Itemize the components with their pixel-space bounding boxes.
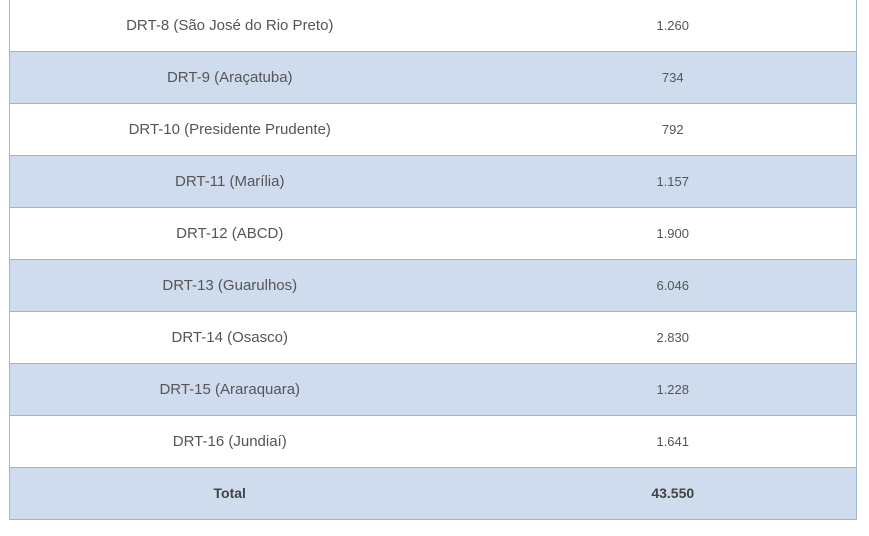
region-cell: DRT-11 (Marília) <box>9 154 490 208</box>
value-cell: 1.900 <box>489 206 857 260</box>
value-cell: 1.157 <box>489 154 857 208</box>
region-name: DRT-9 (Araçatuba) <box>166 68 293 86</box>
region-name: DRT-11 (Marília) <box>175 172 285 190</box>
region-name: DRT-14 (Osasco) <box>171 328 288 346</box>
region-cell: DRT-12 (ABCD) <box>9 206 490 260</box>
region-name: DRT-10 (Presidente Prudente) <box>128 120 331 138</box>
table-row: DRT-9 (Araçatuba) 734 <box>9 50 857 104</box>
table-row: DRT-12 (ABCD) 1.900 <box>9 206 857 260</box>
region-value: 1.641 <box>656 433 690 449</box>
total-label-cell: Total <box>9 466 490 520</box>
value-cell: 6.046 <box>489 258 857 312</box>
value-cell: 734 <box>489 50 857 104</box>
region-cell: DRT-10 (Presidente Prudente) <box>9 102 490 156</box>
region-cell: DRT-13 (Guarulhos) <box>9 258 490 312</box>
region-cell: DRT-14 (Osasco) <box>9 310 490 364</box>
region-value: 6.046 <box>656 277 690 293</box>
table-row: DRT-10 (Presidente Prudente) 792 <box>9 102 857 156</box>
region-name: DRT-15 (Araraquara) <box>159 380 301 398</box>
value-cell: 1.228 <box>489 362 857 416</box>
region-value: 1.157 <box>656 173 690 189</box>
region-value: 1.900 <box>656 225 690 241</box>
table-row: DRT-15 (Araraquara) 1.228 <box>9 362 857 416</box>
table-row: DRT-14 (Osasco) 2.830 <box>9 310 857 364</box>
table-row: DRT-13 (Guarulhos) 6.046 <box>9 258 857 312</box>
region-value: 1.228 <box>656 381 690 397</box>
value-cell: 1.641 <box>489 414 857 468</box>
region-cell: DRT-8 (São José do Rio Preto) <box>9 0 490 52</box>
region-value: 734 <box>661 69 684 85</box>
region-value: 2.830 <box>656 329 690 345</box>
drt-table: DRT-8 (São José do Rio Preto) 1.260 DRT-… <box>9 0 857 520</box>
region-name: DRT-8 (São José do Rio Preto) <box>126 16 334 34</box>
table-row: DRT-16 (Jundiaí) 1.641 <box>9 414 857 468</box>
total-value-cell: 43.550 <box>489 466 857 520</box>
region-cell: DRT-9 (Araçatuba) <box>9 50 490 104</box>
region-cell: DRT-16 (Jundiaí) <box>9 414 490 468</box>
region-name: DRT-13 (Guarulhos) <box>162 276 298 294</box>
value-cell: 2.830 <box>489 310 857 364</box>
value-cell: 792 <box>489 102 857 156</box>
table-row: DRT-8 (São José do Rio Preto) 1.260 <box>9 0 857 52</box>
value-cell: 1.260 <box>489 0 857 52</box>
total-value: 43.550 <box>651 485 695 501</box>
total-row: Total 43.550 <box>9 466 857 520</box>
region-name: DRT-16 (Jundiaí) <box>172 432 287 450</box>
table-row: DRT-11 (Marília) 1.157 <box>9 154 857 208</box>
region-value: 1.260 <box>656 17 690 33</box>
region-cell: DRT-15 (Araraquara) <box>9 362 490 416</box>
total-label: Total <box>213 485 246 501</box>
drt-table-container: DRT-8 (São José do Rio Preto) 1.260 DRT-… <box>9 0 857 520</box>
region-name: DRT-12 (ABCD) <box>176 224 284 242</box>
region-value: 792 <box>661 121 684 137</box>
